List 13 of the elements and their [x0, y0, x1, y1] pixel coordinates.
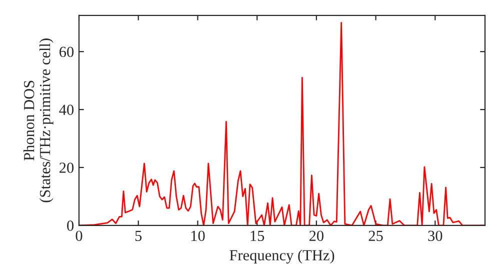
x-tick-label: 15 — [250, 230, 264, 242]
y-tick-label: 60 — [60, 46, 74, 58]
x-tick-label: 20 — [309, 230, 324, 242]
y-tick-label: 40 — [59, 104, 74, 115]
y-axis-title: Phonon DOS (States/THz·primitive cell) — [23, 38, 54, 202]
x-tick-label: 5 — [135, 230, 142, 242]
x-tick-label: 30 — [428, 230, 442, 242]
y-tick-label: 20 — [60, 162, 74, 173]
x-tick-label: 10 — [191, 230, 205, 242]
x-tick-label: 25 — [368, 230, 383, 242]
x-axis-title: Frequency (THz) — [230, 250, 334, 264]
x-tick-label: 0 — [76, 230, 82, 242]
y-tick-label: 0 — [67, 220, 74, 231]
